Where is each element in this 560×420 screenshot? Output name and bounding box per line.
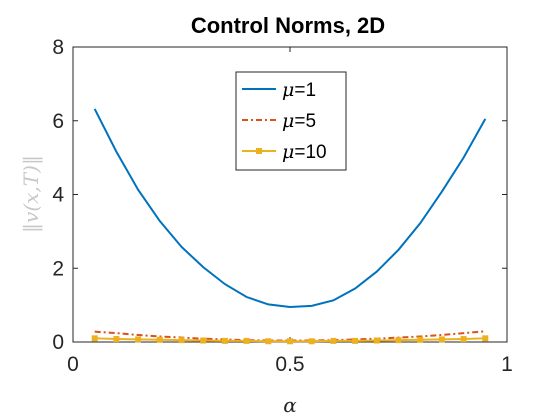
legend-entry-1: μ=1 <box>282 79 316 101</box>
data-point-marker <box>308 338 315 345</box>
data-point-marker <box>243 337 250 344</box>
series-layer <box>91 108 489 345</box>
x-tick-label: 1 <box>501 353 513 376</box>
series-line-1 <box>93 108 487 308</box>
data-point-marker <box>91 335 98 342</box>
data-point-marker <box>113 336 120 343</box>
x-tick-label: 0 <box>67 353 79 376</box>
data-point-marker <box>395 337 402 344</box>
legend-entry-2: μ=5 <box>282 110 316 132</box>
legend: μ=1 μ=5 μ=10 <box>235 71 347 171</box>
x-tick-label: 0.5 <box>275 353 304 376</box>
data-point-marker <box>221 337 228 344</box>
y-tick-label: 8 <box>52 36 64 59</box>
data-point-marker <box>352 337 359 344</box>
y-tick-label: 6 <box>52 110 64 133</box>
chart-title: Control Norms, 2D <box>191 13 385 38</box>
axis-ticks: 0 0.5 1 0 2 4 6 8 <box>52 36 513 376</box>
y-tick-label: 4 <box>52 184 64 207</box>
data-point-marker <box>373 337 380 344</box>
data-point-marker <box>265 338 272 345</box>
data-point-marker <box>330 337 337 344</box>
y-tick-label: 2 <box>52 257 64 280</box>
legend-marker <box>256 148 262 154</box>
data-point-marker <box>417 336 424 343</box>
legend-entry-3: μ=10 <box>282 141 327 163</box>
x-axis-label: α <box>283 393 297 417</box>
data-point-marker <box>460 336 467 343</box>
y-axis-label: ‖v(x,T)‖ <box>19 155 44 233</box>
data-point-marker <box>287 338 293 345</box>
y-tick-label: 0 <box>52 331 64 354</box>
series-line-2 <box>94 330 486 342</box>
data-point-marker <box>438 336 445 343</box>
data-point-marker <box>156 336 163 343</box>
data-point-marker <box>178 337 185 344</box>
data-point-marker <box>482 335 489 342</box>
data-point-marker <box>200 337 207 344</box>
data-point-marker <box>135 336 142 343</box>
